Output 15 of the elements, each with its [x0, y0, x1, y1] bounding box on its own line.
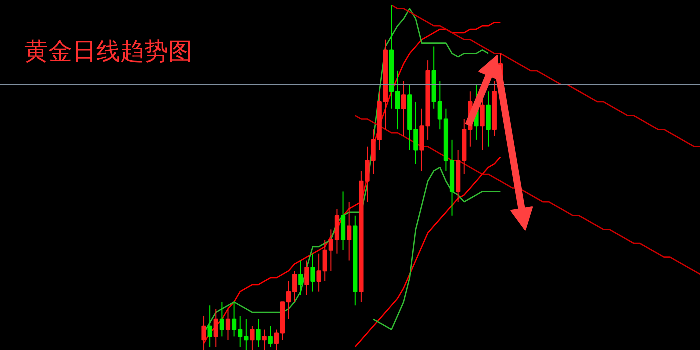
candlestick	[226, 308, 231, 341]
candlestick	[256, 318, 261, 348]
text: 黄金日线趋势图	[24, 38, 192, 66]
candlestick	[298, 260, 304, 296]
candlestick	[220, 302, 225, 338]
candlestick	[304, 260, 310, 296]
candlestick	[310, 253, 316, 292]
candlestick	[250, 326, 255, 350]
candlestick	[202, 315, 206, 350]
candlestick	[214, 308, 218, 348]
candlestick	[347, 202, 352, 262]
candlestick	[268, 326, 273, 348]
candlestick	[402, 80, 406, 137]
candlestick	[208, 305, 212, 348]
candlestick	[262, 329, 267, 350]
